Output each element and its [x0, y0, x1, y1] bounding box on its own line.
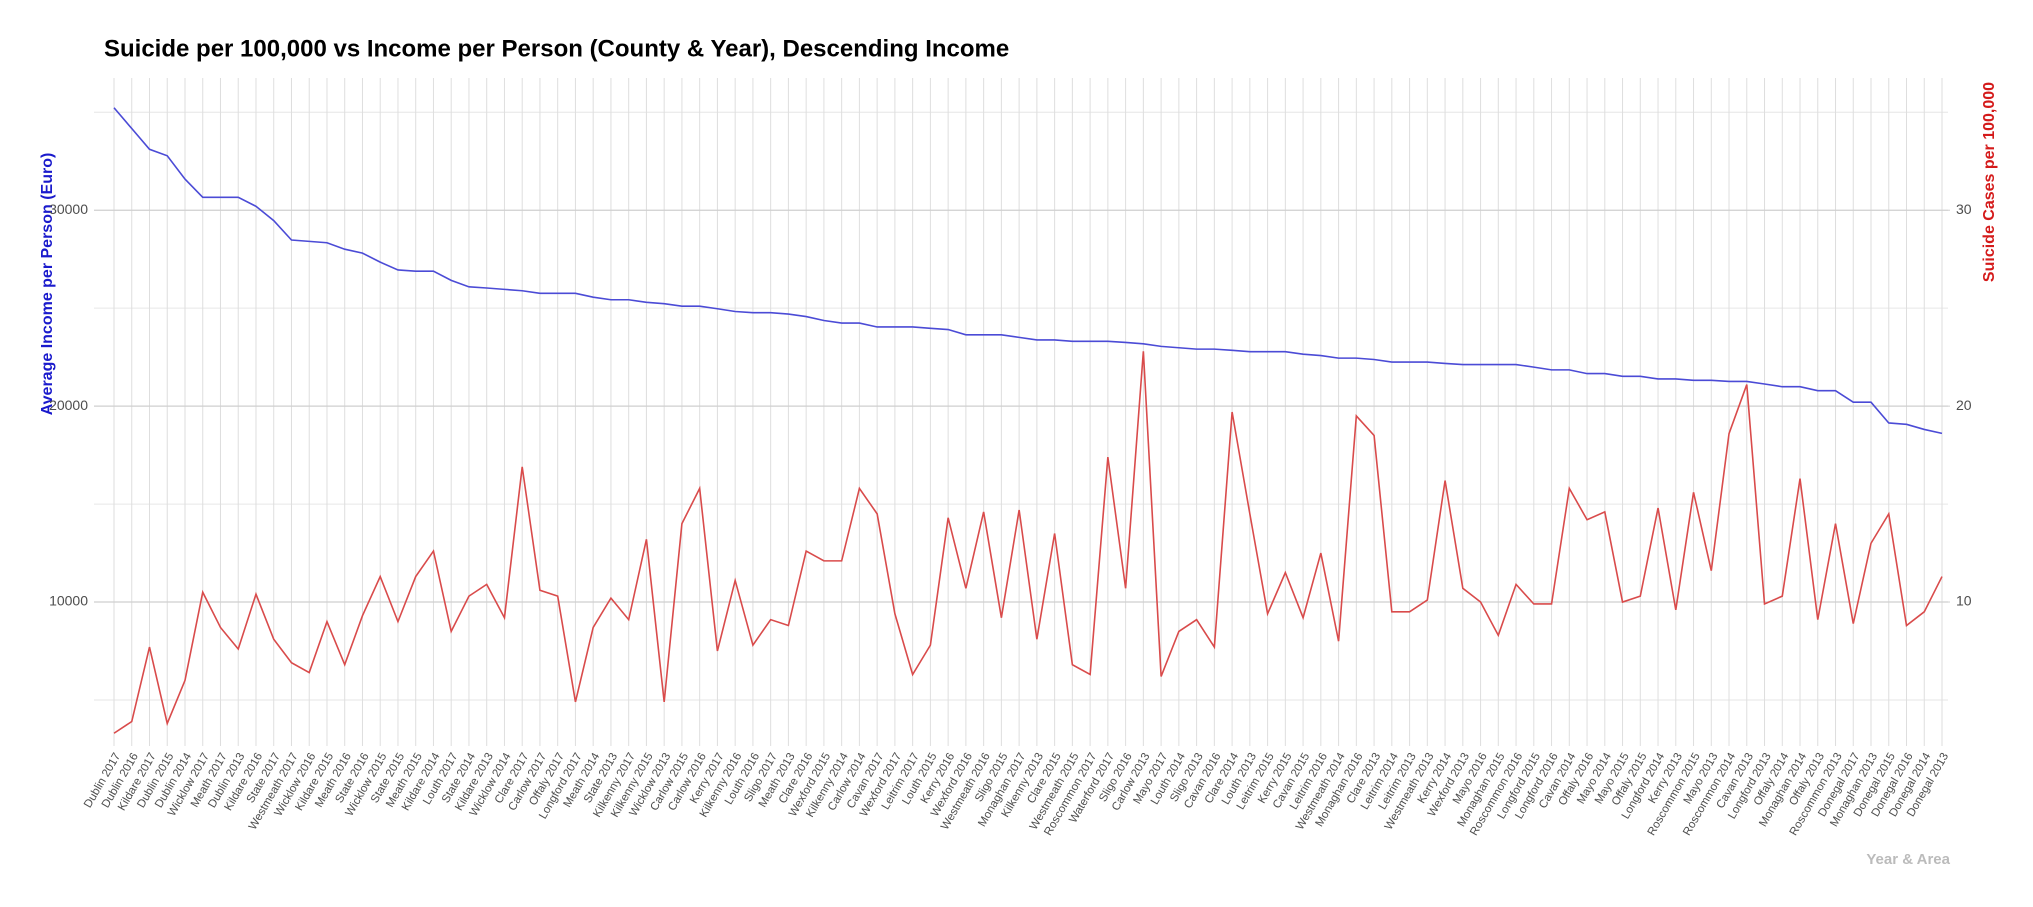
- series-line: [113, 351, 1943, 734]
- y-axis-title: Average Income per Person (Euro): [39, 153, 56, 416]
- series-line: [113, 107, 1943, 435]
- y-tick-label: 10000: [49, 593, 88, 609]
- y2-tick-label: 30: [1956, 201, 1972, 217]
- y2-tick-label: 10: [1956, 593, 1972, 609]
- y-tick-label: 20000: [49, 397, 88, 413]
- y2-axis-title: Suicide Cases per 100,000: [1981, 82, 1998, 282]
- y2-tick-label: 20: [1956, 397, 1972, 413]
- y-tick-label: 30000: [49, 201, 88, 217]
- x-axis-title: Year & Area: [1866, 851, 1950, 868]
- chart-title: Suicide per 100,000 vs Income per Person…: [104, 35, 1009, 62]
